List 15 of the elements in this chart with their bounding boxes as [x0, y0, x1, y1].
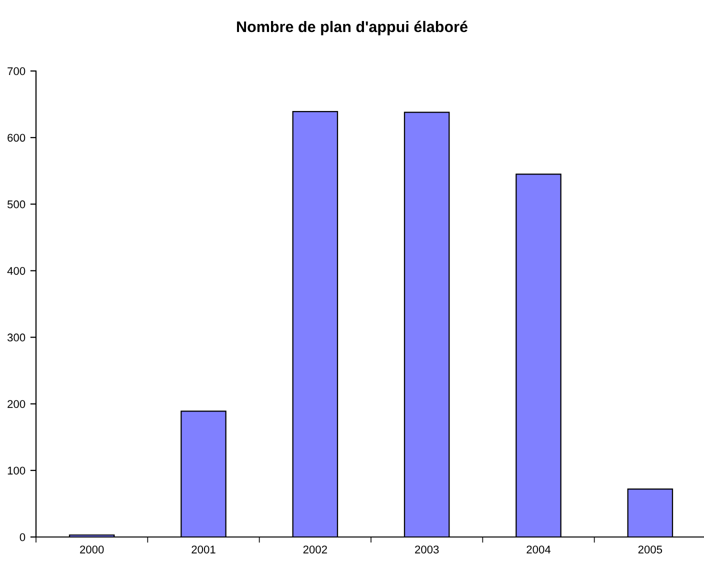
x-tick-label: 2004 — [526, 546, 551, 554]
x-tick-label: 2005 — [638, 546, 662, 554]
y-tick-label: 300 — [7, 334, 26, 342]
y-tick-label: 200 — [8, 400, 26, 408]
y-tick-label: 700 — [8, 67, 26, 76]
y-tick-label: 500 — [7, 200, 26, 208]
y-tick-label: 100 — [8, 466, 26, 475]
x-tick-label: 2002 — [303, 546, 327, 554]
x-tick-label: 2000 — [80, 546, 104, 554]
x-tick-label: 2001 — [192, 546, 216, 554]
y-tick-label: 400 — [7, 266, 26, 275]
y-tick-label: 0 — [20, 533, 26, 542]
chart-title: Nombre de plan d'appui élaboré — [237, 20, 468, 36]
x-tick-label: 2003 — [415, 546, 439, 554]
y-tick-label: 600 — [8, 134, 26, 142]
